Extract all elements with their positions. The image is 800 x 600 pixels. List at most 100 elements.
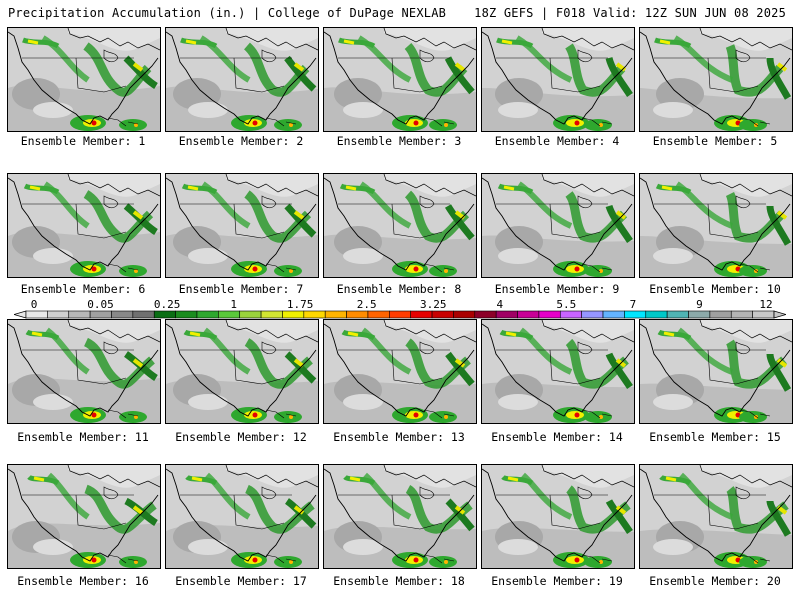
ensemble-member-map bbox=[323, 27, 477, 132]
colorbar-swatch bbox=[111, 310, 134, 319]
ensemble-member-label: Ensemble Member: 5 bbox=[652, 134, 778, 148]
ensemble-member-map bbox=[165, 27, 319, 132]
precip-map bbox=[324, 174, 476, 277]
ensemble-member-map bbox=[165, 173, 319, 278]
ensemble-member-label: Ensemble Member: 2 bbox=[178, 134, 304, 148]
ensemble-member-label: Ensemble Member: 13 bbox=[333, 430, 465, 444]
colorbar-tick-label: 9 bbox=[696, 300, 703, 311]
colorbar-swatch bbox=[517, 310, 540, 319]
colorbar-tick-label: 4 bbox=[497, 300, 504, 311]
precip-map bbox=[640, 174, 792, 277]
precip-map bbox=[324, 465, 476, 568]
ensemble-member-map bbox=[481, 319, 635, 424]
ensemble-member-map bbox=[639, 319, 793, 424]
precip-map bbox=[166, 465, 318, 568]
colorbar-tick-label: 1 bbox=[230, 300, 237, 311]
ensemble-member-map bbox=[481, 464, 635, 569]
ensemble-member-map bbox=[323, 464, 477, 569]
colorbar-swatch bbox=[688, 310, 711, 319]
colorbar-swatch bbox=[282, 310, 305, 319]
ensemble-member-map bbox=[481, 173, 635, 278]
ensemble-member-label: Ensemble Member: 10 bbox=[649, 282, 781, 296]
precip-map bbox=[482, 465, 634, 568]
precip-map bbox=[8, 320, 160, 423]
colorbar-swatch bbox=[709, 310, 732, 319]
precip-map bbox=[482, 174, 634, 277]
colorbar-swatch bbox=[218, 310, 241, 319]
precip-map bbox=[8, 465, 160, 568]
colorbar-swatch bbox=[153, 310, 176, 319]
colorbar-swatch bbox=[495, 310, 518, 319]
colorbar-swatch bbox=[89, 310, 112, 319]
colorbar-tick-label: 12 bbox=[759, 300, 772, 311]
ensemble-member-map bbox=[7, 464, 161, 569]
colorbar-swatch bbox=[666, 310, 689, 319]
colorbar-swatch bbox=[453, 310, 476, 319]
ensemble-member-map bbox=[165, 464, 319, 569]
colorbar-tick-label: 0.25 bbox=[154, 300, 181, 311]
ensemble-member-label: Ensemble Member: 11 bbox=[17, 430, 149, 444]
precip-map bbox=[482, 320, 634, 423]
colorbar-swatch bbox=[538, 310, 561, 319]
ensemble-member-label: Ensemble Member: 6 bbox=[20, 282, 146, 296]
ensemble-member-map bbox=[7, 173, 161, 278]
colorbar-swatch bbox=[175, 310, 198, 319]
ensemble-member-label: Ensemble Member: 12 bbox=[175, 430, 307, 444]
ensemble-member-map bbox=[639, 27, 793, 132]
run-valid-time: 18Z GEFS | F018 Valid: 12Z SUN JUN 08 20… bbox=[474, 6, 786, 20]
ensemble-member-label: Ensemble Member: 1 bbox=[20, 134, 146, 148]
ensemble-member-map bbox=[323, 173, 477, 278]
precip-map bbox=[640, 320, 792, 423]
ensemble-member-label: Ensemble Member: 8 bbox=[336, 282, 462, 296]
colorbar-swatch bbox=[25, 310, 48, 319]
colorbar-swatch bbox=[645, 310, 668, 319]
precip-map bbox=[8, 28, 160, 131]
colorbar-left-arrow bbox=[14, 310, 27, 319]
colorbar-swatch bbox=[474, 310, 497, 319]
ensemble-member-map bbox=[323, 319, 477, 424]
precip-map bbox=[324, 320, 476, 423]
colorbar-swatch bbox=[68, 310, 91, 319]
precip-map bbox=[166, 174, 318, 277]
ensemble-member-map bbox=[481, 27, 635, 132]
colorbar-swatch bbox=[581, 310, 604, 319]
colorbar-swatch bbox=[624, 310, 647, 319]
colorbar-swatch bbox=[752, 310, 775, 319]
ensemble-member-label: Ensemble Member: 17 bbox=[175, 574, 307, 588]
colorbar-swatch bbox=[47, 310, 70, 319]
colorbar-swatch bbox=[324, 310, 347, 319]
precip-map bbox=[640, 465, 792, 568]
colorbar-tick-label: 1.75 bbox=[287, 300, 314, 311]
precip-colorbar: 0 0.05 0.25 1 1.75 2.5 3.25 4 5.5 7 9 12 bbox=[14, 300, 786, 319]
colorbar-tick-label: 0 bbox=[31, 300, 38, 311]
colorbar-swatch bbox=[602, 310, 625, 319]
precip-map bbox=[640, 28, 792, 131]
precip-map bbox=[482, 28, 634, 131]
colorbar-swatch bbox=[410, 310, 433, 319]
ensemble-member-label: Ensemble Member: 19 bbox=[491, 574, 623, 588]
ensemble-member-map bbox=[7, 27, 161, 132]
ensemble-member-label: Ensemble Member: 9 bbox=[494, 282, 620, 296]
ensemble-member-label: Ensemble Member: 14 bbox=[491, 430, 623, 444]
colorbar-swatch bbox=[239, 310, 262, 319]
colorbar-swatch bbox=[559, 310, 582, 319]
colorbar-swatch bbox=[431, 310, 454, 319]
ensemble-member-map bbox=[639, 464, 793, 569]
chart-title: Precipitation Accumulation (in.) | Colle… bbox=[8, 6, 447, 20]
ensemble-member-map bbox=[639, 173, 793, 278]
ensemble-member-map bbox=[7, 319, 161, 424]
ensemble-member-map bbox=[165, 319, 319, 424]
ensemble-member-label: Ensemble Member: 4 bbox=[494, 134, 620, 148]
colorbar-swatch bbox=[196, 310, 219, 319]
ensemble-member-label: Ensemble Member: 20 bbox=[649, 574, 781, 588]
precip-map bbox=[166, 28, 318, 131]
colorbar-swatch bbox=[367, 310, 390, 319]
colorbar-right-arrow bbox=[773, 310, 786, 319]
colorbar-tick-label: 7 bbox=[630, 300, 637, 311]
colorbar-swatch bbox=[303, 310, 326, 319]
colorbar-swatch bbox=[346, 310, 369, 319]
precip-map bbox=[166, 320, 318, 423]
colorbar-tick-label: 2.5 bbox=[357, 300, 377, 311]
ensemble-member-label: Ensemble Member: 18 bbox=[333, 574, 465, 588]
precip-map bbox=[324, 28, 476, 131]
